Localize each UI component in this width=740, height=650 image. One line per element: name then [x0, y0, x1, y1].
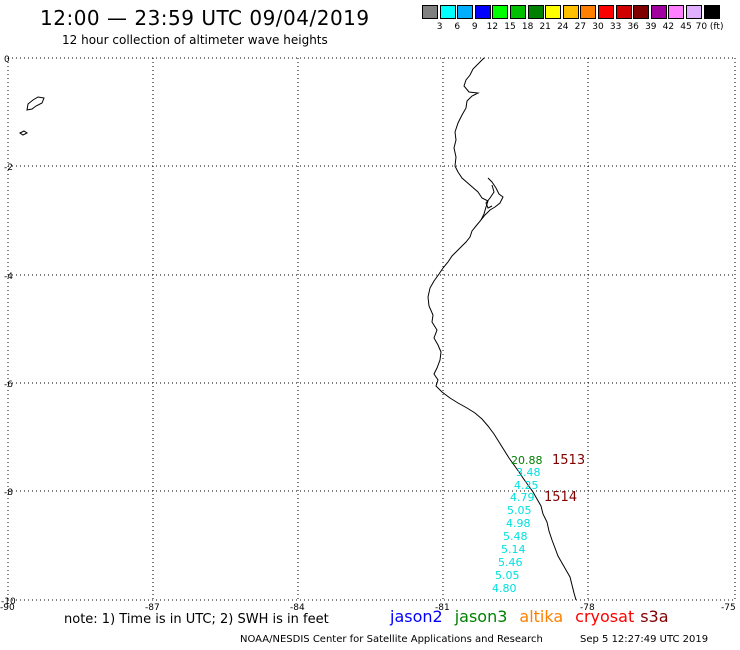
pass-time-label: 1513 [552, 453, 585, 468]
map-subtitle: 12 hour collection of altimeter wave hei… [62, 33, 328, 47]
colorbar-swatch [510, 5, 526, 19]
colorbar-label: 42 [662, 22, 675, 32]
wave-height-label: 4.98 [506, 517, 531, 530]
footer-note: note: 1) Time is in UTC; 2) SWH is in fe… [64, 612, 329, 627]
satellite-legend-cryosat: cryosat [575, 607, 635, 626]
colorbar-label: 12 [486, 22, 499, 32]
wave-height-label: 5.46 [498, 556, 523, 569]
galapagos-island-small [19, 130, 28, 136]
colorbar-label: 6 [454, 22, 461, 32]
altimeter-track-labels: 20.883.484.254.795.054.985.485.145.465.0… [492, 454, 543, 595]
colorbar-swatch [580, 5, 597, 19]
wave-height-label: 5.05 [495, 569, 520, 582]
colorbar-swatch [703, 5, 720, 19]
wave-height-label: 4.25 [514, 479, 539, 492]
longitude-tick-label: -75 [721, 603, 736, 613]
satellite-legend: jason2 jason3 altika cryosat s3a [390, 607, 669, 626]
colorbar-swatch [562, 5, 579, 19]
wave-height-label: 5.14 [501, 543, 526, 556]
track-time-labels: 1513 1514 [544, 453, 585, 505]
colorbar-label: 33 [609, 22, 622, 32]
longitude-tick-label: -78 [580, 603, 595, 613]
colorbar-label: 15 [504, 22, 516, 32]
latitude-tick-label: -6 [4, 380, 13, 390]
axis-tick-labels: 0 -2 -4 -6 -8 -10-90 -87 -84 -81 -78 -75 [0, 55, 736, 613]
colorbar-swatch [650, 5, 667, 19]
footer-credit: NOAA/NESDIS Center for Satellite Applica… [240, 634, 543, 645]
satellite-legend-s3a: s3a [640, 607, 669, 626]
lat-lon-grid [7, 57, 736, 601]
pass-time-label: 1514 [544, 490, 577, 505]
colorbar-label: 39 [645, 22, 657, 32]
colorbar-label: 21 [539, 22, 551, 32]
satellite-legend-jason2: jason2 [390, 607, 443, 626]
latitude-tick-label: -4 [4, 272, 13, 282]
longitude-tick-label: -84 [290, 603, 305, 613]
colorbar-swatch [633, 5, 650, 19]
colorbar-swatch [439, 5, 456, 19]
colorbar-label: 18 [521, 22, 534, 32]
guayaquil-gulf-inlet [480, 177, 504, 221]
colorbar-label: 9 [471, 22, 478, 32]
colorbar-swatch [615, 5, 632, 19]
colorbar-label: 27 [574, 22, 587, 32]
colorbar-label: 3 [436, 22, 443, 32]
latitude-tick-label: -8 [4, 488, 13, 498]
galapagos-island-isabela [26, 96, 45, 111]
latitude-tick-label: -2 [4, 163, 13, 173]
satellite-legend-jason3: jason3 [454, 607, 508, 626]
south-america-coastline [427, 57, 577, 601]
colorbar-swatch [545, 5, 562, 19]
colorbar-swatch [598, 5, 614, 19]
colorbar-label: 24 [557, 22, 569, 32]
longitude-tick-label: -81 [435, 603, 450, 613]
longitude-tick-label: -87 [145, 603, 160, 613]
wave-height-label: 4.79 [510, 491, 535, 504]
wave-height-label: 4.80 [492, 582, 517, 595]
satellite-legend-altika: altika [519, 607, 564, 626]
map-title: 12:00 — 23:59 UTC 09/04/2019 [40, 6, 370, 30]
colorbar-swatch [492, 5, 509, 19]
colorbar-swatch [457, 5, 474, 19]
colorbar-label: 70 (ft) [695, 22, 724, 32]
wave-height-label: 5.48 [503, 530, 528, 543]
colorbar-swatch [686, 5, 702, 19]
colorbar-swatch [668, 5, 685, 19]
colorbar-label: 36 [627, 22, 639, 32]
wave-height-label: 20.88 [511, 454, 543, 467]
colorbar-label: 30 [592, 22, 604, 32]
latitude-tick-label: -10 [1, 597, 16, 607]
latitude-tick-label: 0 [4, 55, 10, 65]
colorbar-swatch [527, 5, 544, 19]
longitude-tick-label: -90 [0, 603, 15, 613]
wave-height-label: 3.48 [516, 466, 541, 479]
footer-timestamp: Sep 5 12:27:49 UTC 2019 [580, 634, 709, 645]
colorbar-label: 45 [680, 22, 692, 32]
colorbar-swatch [474, 5, 491, 19]
colorbar-swatch [422, 5, 438, 19]
wave-height-label: 5.05 [507, 504, 532, 517]
